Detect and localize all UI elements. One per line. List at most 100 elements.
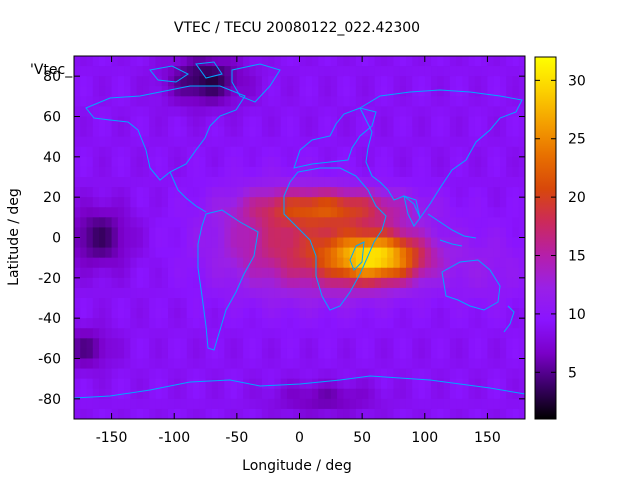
- heatmap-cell: [318, 388, 326, 400]
- heatmap-cell: [186, 166, 194, 178]
- heatmap-cell: [261, 267, 269, 279]
- heatmap-cell: [105, 287, 113, 299]
- heatmap-cell: [193, 348, 200, 360]
- heatmap-cell: [218, 328, 225, 339]
- heatmap-cell: [506, 207, 514, 218]
- heatmap-cell: [255, 398, 263, 410]
- heatmap-cell: [512, 308, 520, 319]
- heatmap-cell: [293, 277, 301, 289]
- heatmap-cell: [456, 267, 463, 279]
- heatmap-cell: [374, 156, 382, 168]
- heatmap-cell: [268, 66, 276, 77]
- heatmap-cell: [161, 126, 169, 138]
- heatmap-cell: [305, 116, 313, 128]
- heatmap-cell: [149, 338, 157, 350]
- heatmap-cell: [305, 388, 313, 400]
- heatmap-cell: [136, 126, 144, 138]
- heatmap-cell: [249, 277, 257, 289]
- heatmap-cell: [136, 187, 144, 198]
- heatmap-cell: [149, 207, 157, 218]
- heatmap-cell: [261, 187, 269, 198]
- heatmap-cell: [349, 197, 357, 208]
- heatmap-cell: [443, 177, 451, 188]
- heatmap-cell: [349, 96, 357, 108]
- heatmap-cell: [174, 96, 182, 108]
- heatmap-cell: [449, 177, 457, 188]
- heatmap-cell: [362, 398, 369, 410]
- heatmap-cell: [130, 156, 138, 168]
- heatmap-cell: [312, 227, 319, 239]
- heatmap-cell: [80, 388, 88, 400]
- heatmap-cell: [161, 106, 169, 118]
- heatmap-cell: [499, 106, 507, 118]
- heatmap-cell: [518, 328, 525, 339]
- heatmap-cell: [518, 287, 525, 299]
- heatmap-cell: [343, 66, 351, 77]
- heatmap-cell: [512, 267, 520, 279]
- heatmap-cell: [149, 287, 157, 299]
- heatmap-cell: [161, 136, 169, 148]
- heatmap-cell: [261, 207, 269, 218]
- heatmap-cell: [418, 76, 426, 87]
- heatmap-cell: [130, 247, 138, 259]
- heatmap-cell: [487, 227, 495, 239]
- heatmap-cell: [186, 368, 194, 380]
- heatmap-cell: [393, 187, 401, 198]
- heatmap-cell: [468, 298, 476, 309]
- heatmap-cell: [243, 86, 250, 97]
- heatmap-cell: [268, 408, 276, 419]
- heatmap-cell: [136, 76, 144, 87]
- heatmap-cell: [337, 287, 344, 299]
- heatmap-cell: [474, 217, 482, 229]
- heatmap-cell: [117, 106, 125, 118]
- heatmap-cell: [236, 298, 244, 309]
- heatmap-cell: [211, 116, 219, 128]
- heatmap-cell: [456, 156, 463, 168]
- heatmap-cell: [243, 227, 250, 239]
- heatmap-cell: [405, 166, 413, 178]
- heatmap-cell: [474, 368, 482, 380]
- heatmap-cell: [99, 277, 106, 289]
- heatmap-cell: [305, 247, 313, 259]
- heatmap-cell: [481, 247, 489, 259]
- heatmap-cell: [318, 267, 326, 279]
- heatmap-cell: [199, 197, 207, 208]
- heatmap-cell: [80, 287, 88, 299]
- heatmap-cell: [142, 308, 150, 319]
- heatmap-cell: [99, 227, 106, 239]
- heatmap-cell: [424, 358, 432, 370]
- heatmap-cell: [424, 398, 432, 410]
- heatmap-cell: [330, 257, 338, 269]
- heatmap-cell: [305, 308, 313, 319]
- heatmap-cell: [443, 76, 451, 87]
- heatmap-cell: [86, 86, 94, 97]
- heatmap-cell: [481, 217, 489, 229]
- heatmap-cell: [374, 166, 382, 178]
- heatmap-cell: [142, 156, 150, 168]
- heatmap-cell: [449, 197, 457, 208]
- heatmap-cell: [481, 318, 489, 329]
- heatmap-cell: [431, 388, 438, 400]
- heatmap-cell: [380, 76, 388, 87]
- heatmap-cell: [155, 136, 163, 148]
- heatmap-cell: [474, 247, 482, 259]
- heatmap-cell: [443, 257, 451, 269]
- heatmap-cell: [355, 287, 363, 299]
- heatmap-cell: [481, 56, 489, 67]
- heatmap-cell: [387, 318, 395, 329]
- heatmap-cell: [355, 76, 363, 87]
- heatmap-cell: [487, 398, 495, 410]
- heatmap-cell: [462, 126, 470, 138]
- heatmap-cell: [161, 86, 169, 97]
- heatmap-cell: [111, 358, 119, 370]
- heatmap-cell: [161, 207, 169, 218]
- heatmap-cell: [261, 257, 269, 269]
- heatmap-cell: [180, 388, 188, 400]
- heatmap-cell: [130, 237, 138, 249]
- heatmap-cell: [368, 338, 376, 350]
- heatmap-cell: [124, 348, 131, 360]
- heatmap-cell: [443, 378, 451, 390]
- heatmap-cell: [387, 267, 395, 279]
- heatmap-cell: [167, 398, 175, 410]
- heatmap-cell: [355, 308, 363, 319]
